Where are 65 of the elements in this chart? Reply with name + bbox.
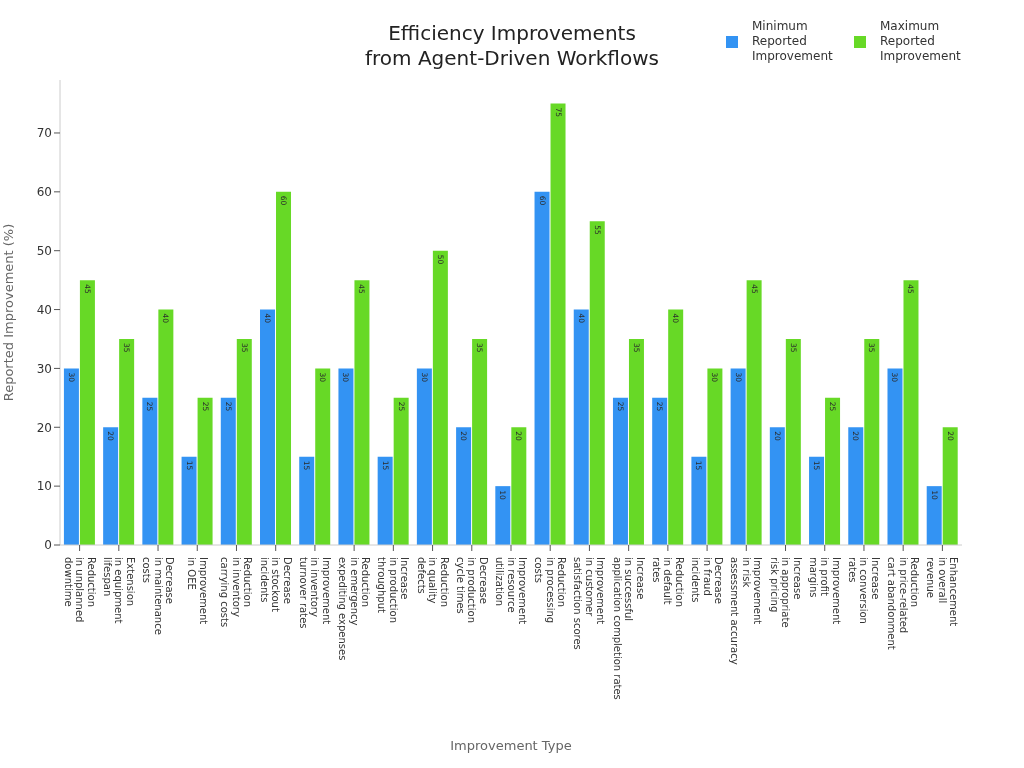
- bar: [628, 338, 644, 545]
- y-tick-label: 20: [36, 420, 52, 435]
- bar: [668, 309, 684, 545]
- bar: [495, 486, 511, 545]
- bar: [236, 338, 252, 545]
- bar: [181, 456, 197, 545]
- bar: [472, 338, 488, 545]
- bar: [79, 280, 95, 545]
- bar: [730, 368, 746, 545]
- bar: [612, 397, 628, 545]
- bar: [299, 456, 315, 545]
- bar: [276, 191, 292, 545]
- bar: [573, 309, 589, 545]
- bar: [354, 280, 370, 545]
- y-tick-label: 70: [36, 126, 52, 141]
- bar: [511, 427, 527, 545]
- bar: [769, 427, 785, 545]
- x-tick-label: Reduction in unplanned downtime: [62, 557, 97, 623]
- bar: [142, 397, 158, 545]
- bar: [691, 456, 707, 545]
- bar: [707, 368, 723, 545]
- y-tick-label: 60: [36, 185, 52, 200]
- bar: [848, 427, 864, 545]
- bar: [809, 456, 825, 545]
- bar: [63, 368, 79, 545]
- bar: [746, 280, 762, 545]
- x-tick-label: Reduction in processing costs: [533, 557, 568, 624]
- bar: [589, 221, 605, 545]
- chart-title: Efficiency Improvements from Agent-Driven Workflows: [365, 21, 659, 70]
- x-tick-label: Decrease in maintenance costs: [141, 557, 176, 635]
- bar: [432, 250, 448, 545]
- bar: [550, 103, 566, 545]
- bar: [197, 397, 213, 545]
- y-tick-label: 0: [44, 538, 52, 553]
- bar: [942, 427, 958, 545]
- legend-label: Minimum Reported Improvement: [752, 19, 834, 64]
- bar: [103, 427, 119, 545]
- y-tick-label: 40: [36, 302, 52, 317]
- y-tick-label: 10: [36, 479, 52, 494]
- x-tick-label: Improvement in OEE: [186, 557, 209, 625]
- bar: [825, 397, 841, 545]
- bar: [416, 368, 432, 545]
- legend-label: Maximum Reported Improvement: [880, 19, 962, 64]
- bar: [456, 427, 472, 545]
- bar: [926, 486, 942, 545]
- bar: [652, 397, 668, 545]
- y-tick-label: 50: [36, 243, 52, 258]
- bar: [534, 191, 550, 545]
- bar: [887, 368, 903, 545]
- bar: [338, 368, 354, 545]
- bar: [260, 309, 276, 545]
- bar: [785, 338, 801, 545]
- bar: [903, 280, 919, 545]
- bar: [119, 338, 135, 545]
- bar: [220, 397, 236, 545]
- bar: [864, 338, 880, 545]
- y-axis-title: Reported Improvement (%): [0, 223, 16, 402]
- bar: [158, 309, 174, 545]
- x-axis-title: Improvement Type: [450, 738, 572, 753]
- bar: [377, 456, 393, 545]
- x-tick-label: Increase in conversion rates: [846, 557, 881, 624]
- y-tick-label: 30: [36, 361, 52, 376]
- bar: [393, 397, 409, 545]
- bar: [315, 368, 331, 545]
- x-tick-label: Reduction in default rates: [650, 557, 685, 607]
